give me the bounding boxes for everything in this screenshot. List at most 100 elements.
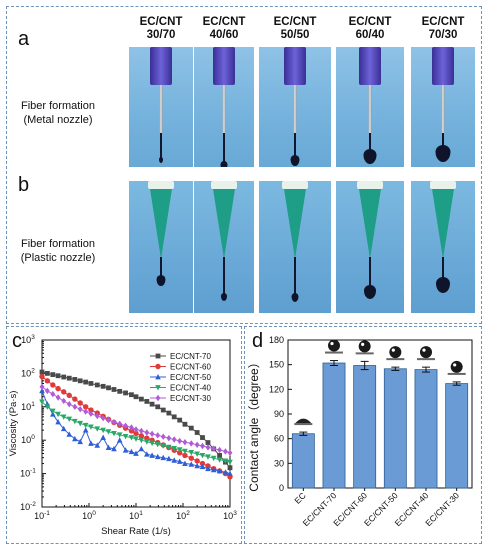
data-point: [182, 452, 188, 459]
data-point: [88, 381, 94, 386]
data-point: [133, 436, 139, 442]
bar: [383, 368, 407, 489]
droplet-substrate: [386, 358, 405, 361]
fiber-droplet: [291, 293, 299, 302]
droplet-highlight: [391, 348, 395, 352]
data-point: [123, 390, 128, 396]
needle-hub: [150, 47, 172, 85]
data-point: [194, 462, 200, 469]
droplet-substrate: [355, 352, 374, 355]
data-point: [227, 449, 233, 456]
panel-label-a: a: [18, 28, 30, 50]
fiber-droplet: [364, 285, 376, 299]
column-header-line1: EC/CNT: [139, 16, 183, 28]
data-point: [155, 404, 161, 410]
plastic-nozzle-tip: [213, 189, 235, 259]
data-point: [105, 444, 112, 451]
fiber-droplet: [436, 277, 450, 293]
data-point: [149, 430, 155, 438]
row-label-plastic: Fiber formation (Plastic nozzle): [0, 237, 118, 265]
data-point: [176, 458, 183, 464]
y-tick-label: 10-1: [20, 468, 36, 479]
data-point: [44, 404, 51, 410]
data-point: [72, 403, 78, 410]
droplet-highlight: [422, 348, 426, 352]
plastic-tip-collar: [211, 181, 237, 189]
data-point: [200, 435, 205, 440]
contact-angle-chart: 0 30 60 90 120 150 180 Contact angle（degree） EC E…: [247, 335, 473, 528]
data-point: [200, 442, 205, 450]
data-point: [199, 463, 206, 470]
data-point: [50, 382, 56, 388]
data-point: [171, 414, 177, 420]
data-point: [205, 440, 211, 445]
data-point: [105, 429, 112, 435]
plastic-tip-collar: [148, 181, 174, 189]
y-tick-label: 120: [269, 384, 284, 394]
data-point: [194, 458, 200, 464]
y-tick-label: 60: [274, 434, 284, 444]
data-point: [111, 387, 117, 392]
x-tick-label: EC/CNT-30: [423, 490, 461, 528]
data-point: [39, 369, 45, 375]
x-axis-label: Shear Rate (1/s): [101, 526, 171, 537]
metal-needle: [368, 85, 372, 133]
series-EC/CNT-50: [39, 387, 233, 476]
fiber-droplet: [156, 275, 166, 286]
data-point: [122, 433, 129, 440]
y-axis-label: Viscosity (Pa·s): [8, 391, 19, 457]
data-point: [194, 451, 200, 457]
data-point: [182, 460, 188, 466]
data-point: [88, 424, 94, 430]
fiber-strand: [442, 133, 444, 147]
metal-needle: [222, 85, 226, 133]
plastic-nozzle-photo: [410, 180, 476, 314]
x-tick-label: 102: [176, 510, 190, 521]
row-label-plastic-line1: Fiber formation: [21, 238, 95, 250]
data-point: [211, 445, 217, 452]
y-tick-label: 180: [269, 335, 284, 345]
needle-hub: [284, 47, 306, 85]
column-header-4: EC/CNT 70/30: [410, 16, 476, 42]
data-point: [50, 408, 56, 414]
fiber-droplet: [435, 145, 451, 162]
data-point: [160, 433, 166, 440]
column-header-2: EC/CNT 50/50: [262, 16, 328, 42]
data-point: [188, 450, 195, 456]
data-point: [144, 439, 150, 445]
x-tick-label: EC: [292, 490, 307, 505]
plastic-nozzle-photo: [128, 180, 194, 314]
data-point: [111, 445, 117, 452]
data-point: [66, 416, 73, 423]
column-header-line1: EC/CNT: [273, 16, 317, 28]
data-point: [66, 375, 72, 381]
y-tick-label: 30: [274, 458, 284, 468]
data-point: [128, 428, 135, 434]
data-point: [133, 430, 139, 437]
y-tick-label: 101: [21, 401, 35, 412]
data-point: [210, 455, 217, 462]
legend-label: EC/CNT-40: [170, 384, 211, 393]
data-point: [176, 450, 183, 456]
fiber-droplet: [221, 293, 227, 301]
data-point: [106, 385, 111, 391]
data-point: [72, 396, 78, 402]
data-point: [144, 451, 150, 457]
bar: [414, 369, 438, 489]
data-point: [128, 448, 135, 455]
data-point: [133, 426, 139, 433]
metal-nozzle-photo: [335, 46, 405, 168]
droplet-image: [386, 346, 405, 361]
data-point: [154, 441, 161, 448]
droplet-image: [355, 340, 374, 355]
data-point: [133, 450, 139, 456]
data-point: [82, 427, 89, 433]
y-tick-label: 100: [21, 434, 35, 445]
data-point: [182, 439, 188, 446]
data-point: [88, 407, 94, 413]
contact-angle-frame: [244, 326, 482, 544]
fiber-strand: [442, 257, 444, 279]
data-point: [77, 405, 83, 413]
legend-label: EC/CNT-30: [170, 394, 211, 403]
data-point: [177, 417, 183, 423]
